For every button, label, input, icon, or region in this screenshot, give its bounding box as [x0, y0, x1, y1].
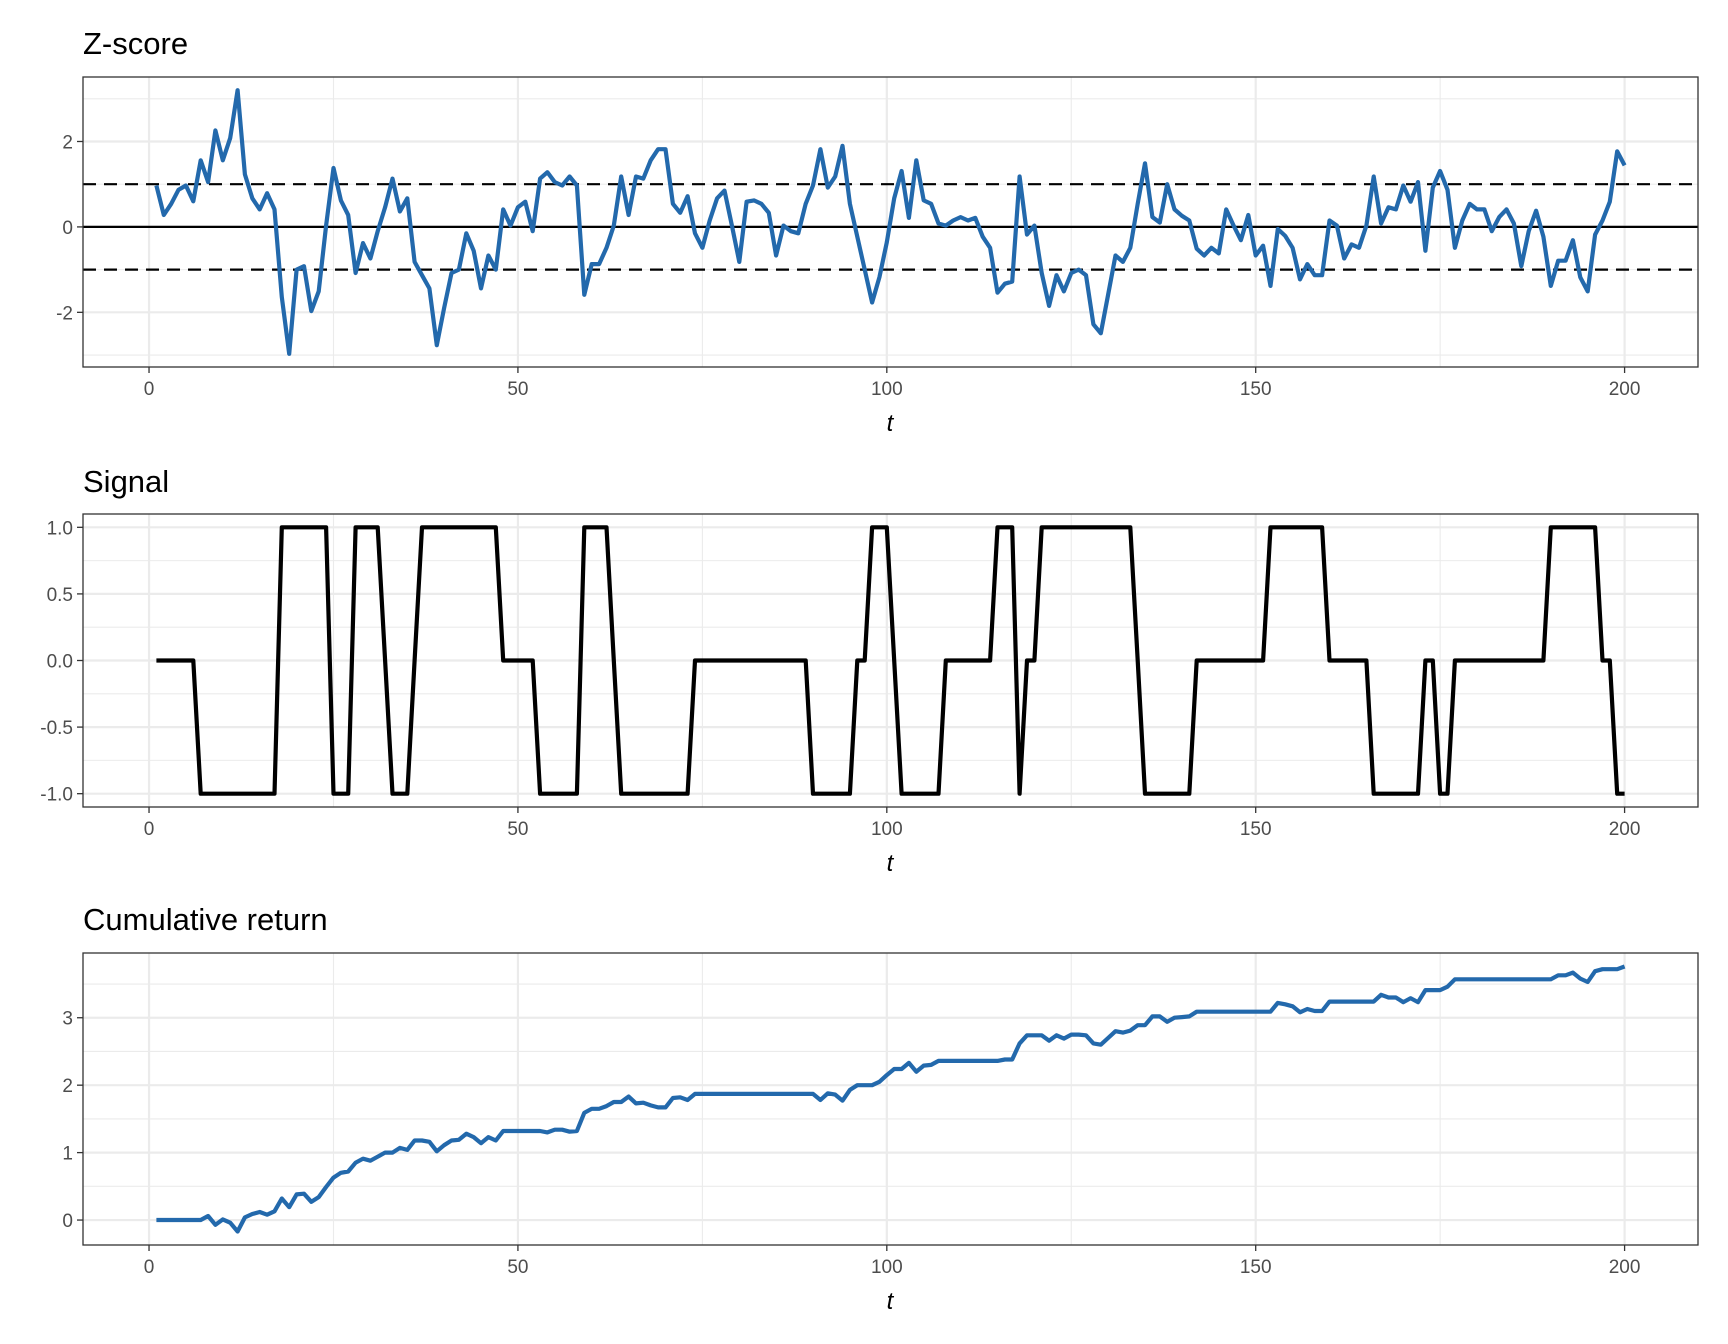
- signal-y-tick-label: 0.5: [47, 585, 73, 606]
- zscore-panel-border: [82, 76, 1699, 368]
- signal-y-tick-label: -0.5: [40, 718, 73, 739]
- signal-x-tick-label: 100: [871, 819, 903, 840]
- cumulative-return-panel-border: [82, 952, 1699, 1246]
- zscore-x-tick-label: 50: [507, 379, 528, 400]
- zscore-x-tick-label: 150: [1240, 379, 1272, 400]
- cumulative-return-title: Cumulative return: [83, 902, 328, 937]
- zscore-series-line: [154, 88, 1627, 356]
- signal-x-axis-title: t: [887, 850, 895, 877]
- signal-title: Signal: [83, 464, 169, 499]
- zscore-panel: Z-score t -2 0 2 0 50 100 150 200: [56, 26, 1699, 437]
- zscore-x-tick-label: 100: [871, 379, 903, 400]
- zscore-x-tick-label: 0: [144, 379, 155, 400]
- cumulative-return-x-tick-label: 150: [1240, 1257, 1272, 1278]
- cumulative-return-panel: Cumulative return t 0 1 2 3 0 50 100 150 200: [62, 902, 1699, 1315]
- cumulative-return-x-tick-label: 100: [871, 1257, 903, 1278]
- signal-y-tick-label: 0.0: [47, 652, 73, 673]
- zscore-y-tick-label: 0: [62, 218, 73, 239]
- zscore-x-tick-label: 200: [1609, 379, 1641, 400]
- zscore-y-tick-label: -2: [56, 303, 73, 324]
- zscore-y-tick-label: 2: [62, 132, 73, 153]
- cumulative-return-x-tick-label: 0: [144, 1257, 155, 1278]
- signal-series-line: [156, 525, 1625, 796]
- cumulative-return-x-axis-title: t: [887, 1288, 895, 1315]
- signal-panel: Signal t -1.0 -0.5 0.0 0.5 1.0 0 50 100 150 200: [40, 464, 1699, 877]
- cumulative-return-y-tick-label: 2: [62, 1076, 73, 1097]
- cumulative-return-series-line: [156, 964, 1626, 1234]
- signal-x-tick-label: 0: [144, 819, 155, 840]
- cumulative-return-data-points: [154, 965, 1626, 1234]
- cumulative-return-y-tick-label: 0: [62, 1211, 73, 1232]
- signal-x-tick-label: 200: [1609, 819, 1641, 840]
- cumulative-return-y-tick-label: 1: [62, 1144, 73, 1165]
- signal-x-tick-label: 150: [1240, 819, 1272, 840]
- signal-x-tick-label: 50: [507, 819, 528, 840]
- cumulative-return-x-tick-label: 200: [1609, 1257, 1641, 1278]
- cumulative-return-y-tick-label: 3: [62, 1009, 73, 1030]
- cumulative-return-x-tick-label: 50: [507, 1257, 528, 1278]
- signal-y-tick-label: -1.0: [40, 785, 73, 806]
- zscore-x-axis-title: t: [887, 410, 895, 437]
- zscore-title: Z-score: [83, 26, 188, 61]
- cumulative-return-gridlines: [83, 953, 1698, 1245]
- signal-y-tick-label: 1.0: [47, 518, 73, 539]
